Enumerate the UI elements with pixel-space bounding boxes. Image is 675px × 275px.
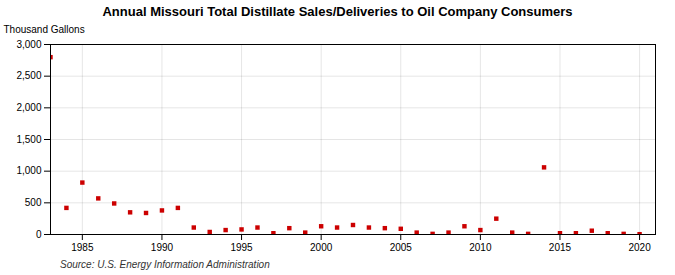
svg-text:Thousand Gallons: Thousand Gallons: [4, 24, 85, 35]
svg-text:2,500: 2,500: [16, 70, 41, 81]
svg-text:2005: 2005: [390, 242, 413, 253]
svg-text:3,000: 3,000: [16, 39, 41, 50]
svg-text:1995: 1995: [230, 242, 253, 253]
svg-text:1,000: 1,000: [16, 165, 41, 176]
svg-text:0: 0: [36, 229, 42, 240]
svg-text:2015: 2015: [549, 242, 572, 253]
svg-text:1990: 1990: [151, 242, 174, 253]
svg-text:2020: 2020: [628, 242, 651, 253]
svg-text:2010: 2010: [469, 242, 492, 253]
svg-text:1985: 1985: [71, 242, 94, 253]
svg-text:2000: 2000: [310, 242, 333, 253]
svg-text:2,000: 2,000: [16, 102, 41, 113]
html-text:Annual Missouri Total Distilla: Annual Missouri Total Distillate Sales/D…: [102, 4, 573, 19]
svg-text:1,500: 1,500: [16, 134, 41, 145]
html-text:Source: U.S. Energy Informatio: Source: U.S. Energy Information Administ…: [60, 259, 270, 270]
svg-text:500: 500: [25, 197, 42, 208]
